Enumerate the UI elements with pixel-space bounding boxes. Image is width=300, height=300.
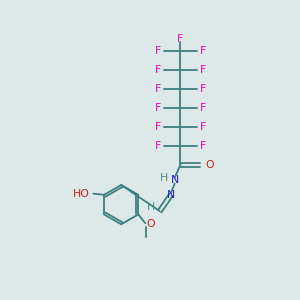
Text: F: F: [177, 34, 184, 44]
Text: F: F: [154, 65, 161, 75]
Text: F: F: [154, 103, 161, 113]
Text: F: F: [200, 84, 206, 94]
Text: F: F: [200, 65, 206, 75]
Text: F: F: [200, 103, 206, 113]
Text: H: H: [160, 173, 168, 183]
Text: F: F: [200, 46, 206, 56]
Text: F: F: [154, 46, 161, 56]
Text: HO: HO: [73, 189, 90, 199]
Text: F: F: [154, 141, 161, 151]
Text: F: F: [200, 122, 206, 132]
Text: O: O: [146, 219, 154, 230]
Text: H: H: [146, 202, 155, 212]
Text: F: F: [154, 122, 161, 132]
Text: F: F: [200, 141, 206, 151]
Text: N: N: [170, 176, 179, 185]
Text: O: O: [205, 160, 214, 170]
Text: F: F: [154, 84, 161, 94]
Text: N: N: [167, 190, 175, 200]
